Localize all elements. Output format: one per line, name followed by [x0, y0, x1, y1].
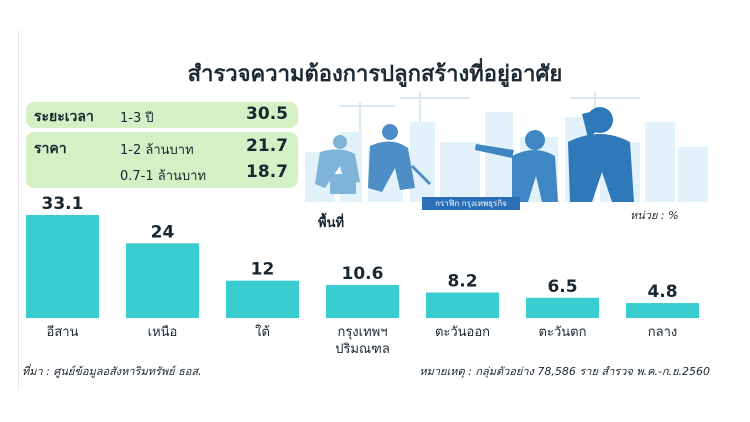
value-label-6: 4.8	[647, 282, 677, 302]
bar-6	[626, 303, 699, 318]
period-value: 30.5	[246, 104, 288, 124]
price-value-1: 21.7	[246, 136, 288, 156]
value-label-1: 24	[151, 222, 175, 242]
category-label-5: ตะวันตก	[539, 325, 587, 340]
period-range: 1-3 ปี	[120, 111, 154, 126]
price-value-2: 18.7	[246, 162, 288, 182]
bar-1	[126, 243, 199, 318]
price-range-2: 0.7-1 ล้านบาท	[120, 169, 207, 184]
category-label-3-0: กรุงเทพฯ	[337, 325, 387, 340]
category-label-3-1: ปริมณฑล	[335, 342, 390, 357]
value-label-2: 12	[251, 260, 275, 280]
category-label-0: อีสาน	[46, 324, 78, 340]
category-label-1: เหนือ	[148, 324, 178, 340]
price-range-1: 1-2 ล้านบาท	[120, 143, 194, 158]
value-label-0: 33.1	[42, 194, 84, 214]
bar-4	[426, 292, 499, 318]
price-key: ราคา	[34, 141, 67, 157]
value-label-3: 10.6	[342, 264, 384, 284]
area-label: พื้นที่	[318, 216, 345, 231]
source-footnote: ที่มา : ศูนย์ข้อมูลอสังหาริมทรัพย์ ธอส.	[22, 365, 202, 378]
value-label-4: 8.2	[447, 271, 477, 291]
bar-5	[526, 297, 599, 318]
chart-title: สำรวจความต้องการปลูกสร้างที่อยู่อาศัย	[187, 62, 563, 87]
unit-label: หน่วย : %	[630, 209, 679, 222]
category-label-4: ตะวันออก	[435, 325, 490, 340]
period-key: ระยะเวลา	[34, 109, 94, 125]
price-info-box: ราคา 1-2 ล้านบาท 21.7 0.7-1 ล้านบาท 18.7	[26, 132, 298, 188]
note-footnote: หมายเหตุ : กลุ่มตัวอย่าง 78,586 ราย สำรว…	[419, 365, 710, 378]
value-label-5: 6.5	[547, 277, 577, 297]
bar-2	[226, 280, 299, 318]
period-info-box: ระยะเวลา 1-3 ปี 30.5	[26, 102, 298, 128]
page-edge-line	[18, 30, 19, 390]
graphic-credit: กราฟิก กรุงเทพธุรกิจ	[422, 197, 520, 210]
construction-illustration	[305, 92, 708, 202]
bar-3	[326, 285, 399, 318]
category-label-6: กลาง	[648, 325, 678, 340]
bar-0	[26, 215, 99, 318]
category-label-2: ใต้	[255, 324, 270, 340]
